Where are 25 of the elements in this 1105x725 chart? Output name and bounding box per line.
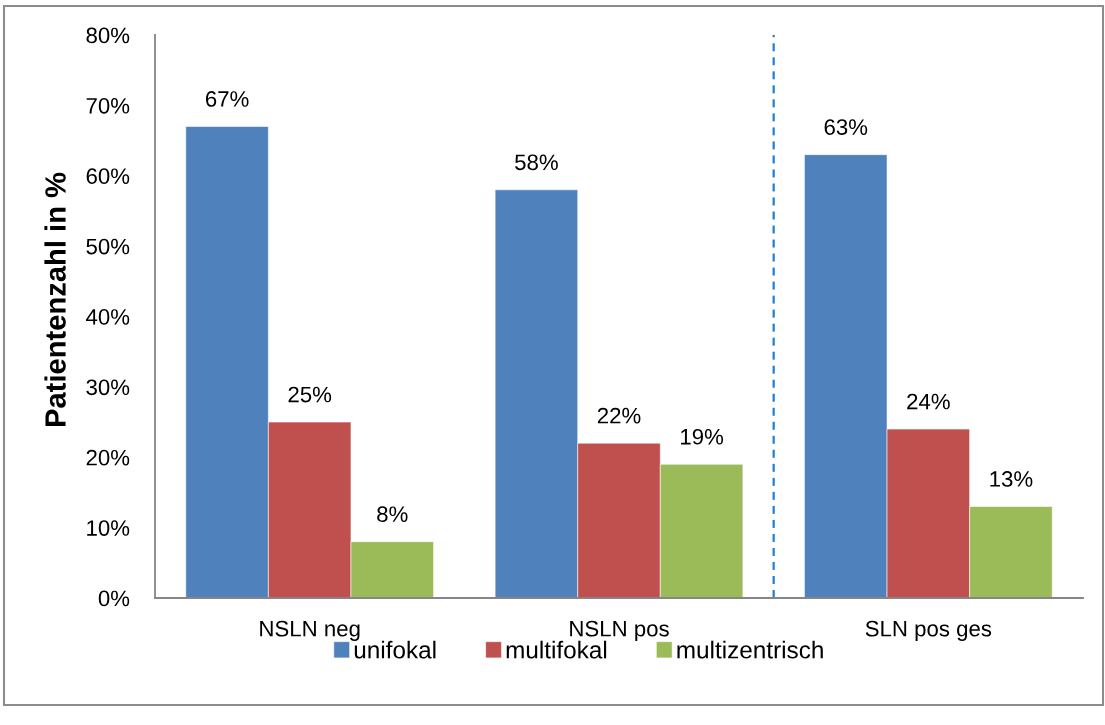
y-tick-label: 0% <box>98 590 130 607</box>
legend-label: multizentrisch <box>677 640 823 659</box>
y-tick-label: 10% <box>87 520 130 536</box>
y-tick-label: 80% <box>86 27 130 44</box>
data-label: 63% <box>824 119 868 135</box>
x-tick-label: NSLN neg <box>260 620 360 641</box>
legend-label: unifokal <box>354 640 436 659</box>
data-label: 24% <box>907 393 950 410</box>
data-label: 22% <box>597 407 641 424</box>
x-tick-label: NSLN pos <box>570 620 669 641</box>
data-label: 67% <box>205 91 249 107</box>
y-tick-label: 40% <box>86 309 130 325</box>
legend-label: multifokal <box>506 640 607 659</box>
y-tick-label: 60% <box>86 168 130 185</box>
y-tick-label: 70% <box>86 97 130 114</box>
y-axis-title: Patientenzahl in % <box>44 172 66 427</box>
data-label: 25% <box>288 386 332 403</box>
y-tick-label: 20% <box>86 449 130 466</box>
y-tick-label: 30% <box>86 379 130 396</box>
x-tick-label: SLN pos ges <box>865 620 992 641</box>
y-tick-label: 50% <box>86 238 130 255</box>
data-label: 58% <box>515 154 558 171</box>
data-label: 13% <box>990 471 1033 487</box>
data-label: 8% <box>377 506 408 523</box>
data-label: 19% <box>681 428 724 445</box>
